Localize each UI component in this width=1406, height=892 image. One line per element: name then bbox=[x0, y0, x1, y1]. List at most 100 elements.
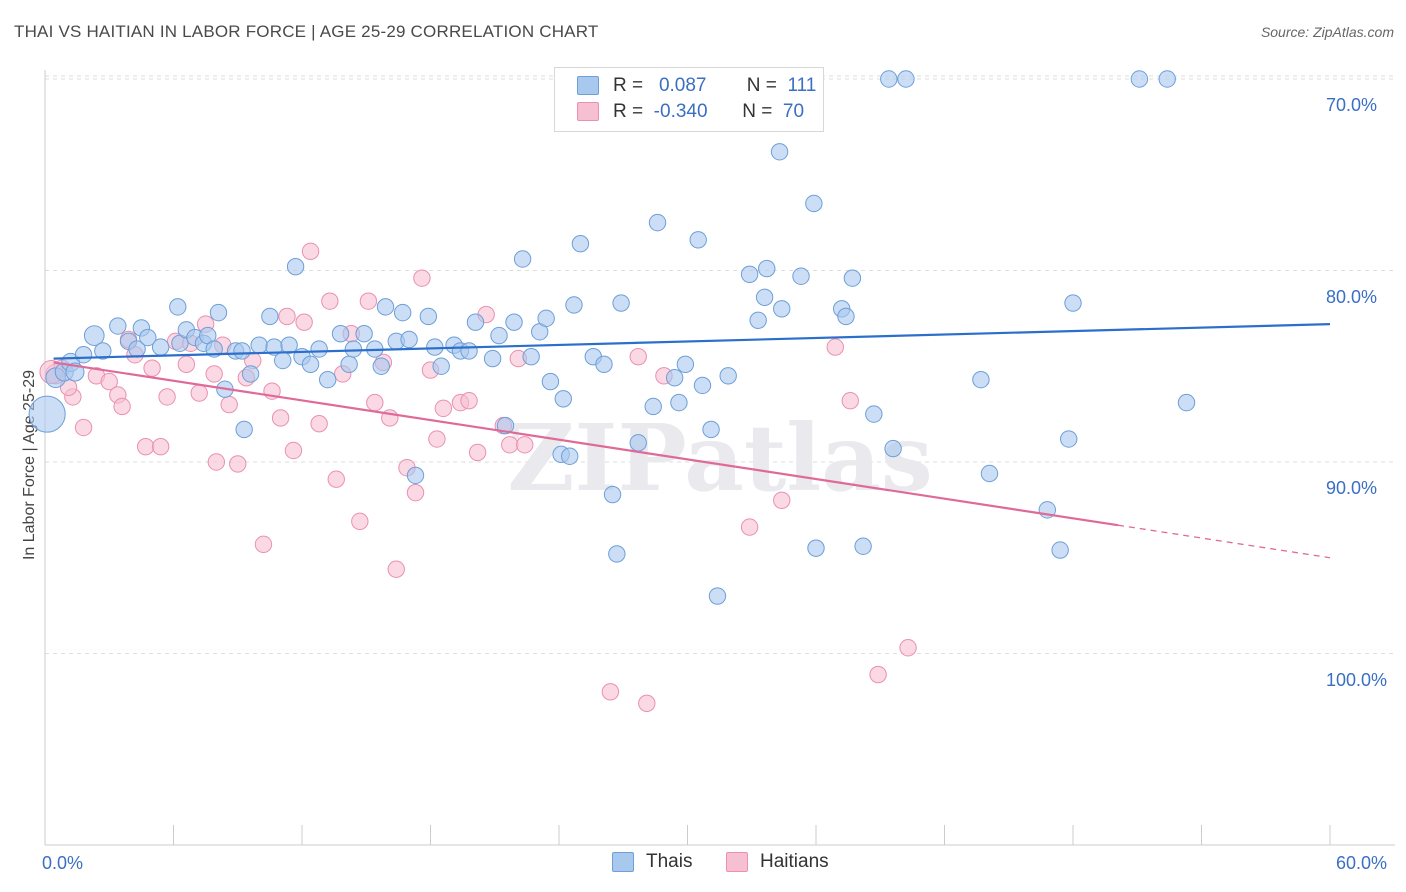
haitians-point-51 bbox=[460, 392, 478, 410]
thais-point-26 bbox=[241, 365, 260, 383]
haitians-point-30 bbox=[284, 441, 303, 460]
thais-point-99 bbox=[865, 405, 883, 423]
thais-point-48 bbox=[419, 307, 438, 326]
haitians-trend-extension bbox=[1117, 524, 1331, 559]
thais-point-35 bbox=[310, 340, 328, 358]
thais-point-94 bbox=[807, 539, 825, 557]
thais-point-58 bbox=[505, 313, 523, 331]
thais-point-103 bbox=[972, 370, 990, 389]
thais-point-68 bbox=[571, 234, 590, 253]
thais-point-64 bbox=[554, 390, 572, 408]
thais-point-57 bbox=[496, 416, 515, 435]
haitians-point-31 bbox=[295, 313, 313, 331]
haitians-r-value: -0.340 bbox=[653, 101, 708, 122]
thais-point-91 bbox=[773, 300, 791, 318]
thais-point-32 bbox=[286, 257, 305, 276]
haitians-point-45 bbox=[406, 483, 425, 502]
haitians-point-10 bbox=[136, 437, 155, 456]
haitians-point-26 bbox=[254, 535, 273, 554]
haitians-point-22 bbox=[220, 395, 238, 414]
thais-point-28 bbox=[261, 307, 279, 326]
thais-point-75 bbox=[629, 434, 647, 452]
haitians-point-17 bbox=[190, 384, 208, 402]
thais-point-92 bbox=[792, 267, 810, 285]
haitians-point-15 bbox=[177, 355, 196, 374]
thais-n-label: N = bbox=[746, 75, 777, 96]
correlation-legend: R = 0.087 N = 111 R = -0.340 N = 70 bbox=[554, 67, 824, 132]
haitians-n-value: 70 bbox=[782, 101, 805, 122]
thais-point-66 bbox=[561, 447, 579, 465]
haitians-point-60 bbox=[638, 694, 656, 712]
haitians-r-label: R = bbox=[613, 101, 644, 122]
haitians-point-39 bbox=[359, 292, 378, 310]
thais-point-79 bbox=[670, 393, 688, 412]
haitians-point-3 bbox=[74, 418, 93, 437]
thais-point-40 bbox=[355, 324, 373, 343]
thais-point-42 bbox=[372, 357, 390, 375]
haitians-point-29 bbox=[278, 307, 296, 326]
haitians-point-7 bbox=[113, 397, 131, 416]
thais-point-70 bbox=[595, 355, 613, 374]
haitians-point-58 bbox=[601, 683, 620, 701]
thais-point-93 bbox=[805, 194, 823, 213]
thais-point-100 bbox=[880, 70, 898, 88]
haitians-point-20 bbox=[207, 453, 226, 471]
legend-row-thais: R = 0.087 N = 111 bbox=[577, 75, 816, 99]
thais-point-97 bbox=[843, 269, 862, 287]
thais-point-88 bbox=[755, 288, 774, 307]
thais-point-71 bbox=[603, 485, 622, 504]
thais-trend-line bbox=[53, 323, 1331, 360]
thais-point-53 bbox=[460, 342, 478, 360]
y-tick-label-70: 100.0% bbox=[1326, 669, 1388, 690]
x-min-label: 0.0% bbox=[42, 853, 84, 873]
thais-n-value: 111 bbox=[787, 75, 817, 96]
thais-point-50 bbox=[432, 357, 450, 375]
thais-point-76 bbox=[644, 397, 662, 416]
thais-point-59 bbox=[513, 250, 532, 268]
thais-point-83 bbox=[702, 420, 720, 439]
thais-point-5 bbox=[74, 346, 93, 364]
thais-point-30 bbox=[274, 351, 292, 370]
haitians-point-12 bbox=[151, 437, 170, 456]
chart-title: THAI VS HAITIAN IN LABOR FORCE | AGE 25-… bbox=[14, 22, 599, 41]
thais-point-81 bbox=[689, 231, 707, 249]
source-credit: Source: ZipAtlas.com bbox=[1260, 24, 1394, 40]
thais-point-86 bbox=[740, 265, 759, 284]
haitians-point-49 bbox=[434, 399, 453, 418]
y-tick-label-80: 90.0% bbox=[1326, 478, 1378, 498]
thais-point-31 bbox=[280, 336, 298, 354]
haitians-legend-label: Haitians bbox=[760, 851, 829, 872]
x-max-label: 60.0% bbox=[1336, 853, 1388, 873]
legend-row-haitians: R = -0.340 N = 70 bbox=[577, 101, 804, 125]
thais-point-101 bbox=[884, 439, 902, 458]
thais-point-36 bbox=[319, 370, 337, 389]
thais-point-62 bbox=[537, 309, 555, 328]
thais-point-104 bbox=[980, 464, 999, 483]
thais-point-12 bbox=[139, 328, 157, 347]
thais-point-14 bbox=[169, 298, 187, 316]
thais-point-89 bbox=[758, 259, 776, 278]
haitians-point-11 bbox=[143, 359, 161, 377]
thais-point-111 bbox=[1177, 393, 1196, 412]
haitians-point-19 bbox=[205, 365, 223, 383]
haitians-point-28 bbox=[271, 409, 290, 427]
thais-point-24 bbox=[233, 342, 251, 360]
thais-point-39 bbox=[344, 340, 363, 358]
haitians-point-32 bbox=[301, 242, 320, 261]
thais-r-value: 0.087 bbox=[658, 75, 707, 96]
haitians-point-52 bbox=[468, 443, 487, 462]
haitians-trend-line bbox=[53, 361, 1119, 527]
haitians-point-38 bbox=[351, 512, 369, 531]
thais-point-67 bbox=[565, 296, 583, 314]
thais-swatch bbox=[577, 76, 599, 96]
thais-point-82 bbox=[693, 376, 712, 395]
haitians-legend-swatch bbox=[726, 851, 748, 872]
haitians-point-57 bbox=[516, 436, 534, 454]
thais-point-7 bbox=[94, 342, 112, 360]
haitians-point-40 bbox=[366, 393, 384, 412]
haitians-point-33 bbox=[310, 415, 328, 433]
haitians-point-35 bbox=[327, 470, 345, 488]
y-tick-label-90: 80.0% bbox=[1326, 286, 1378, 307]
haitians-point-23 bbox=[229, 455, 247, 473]
